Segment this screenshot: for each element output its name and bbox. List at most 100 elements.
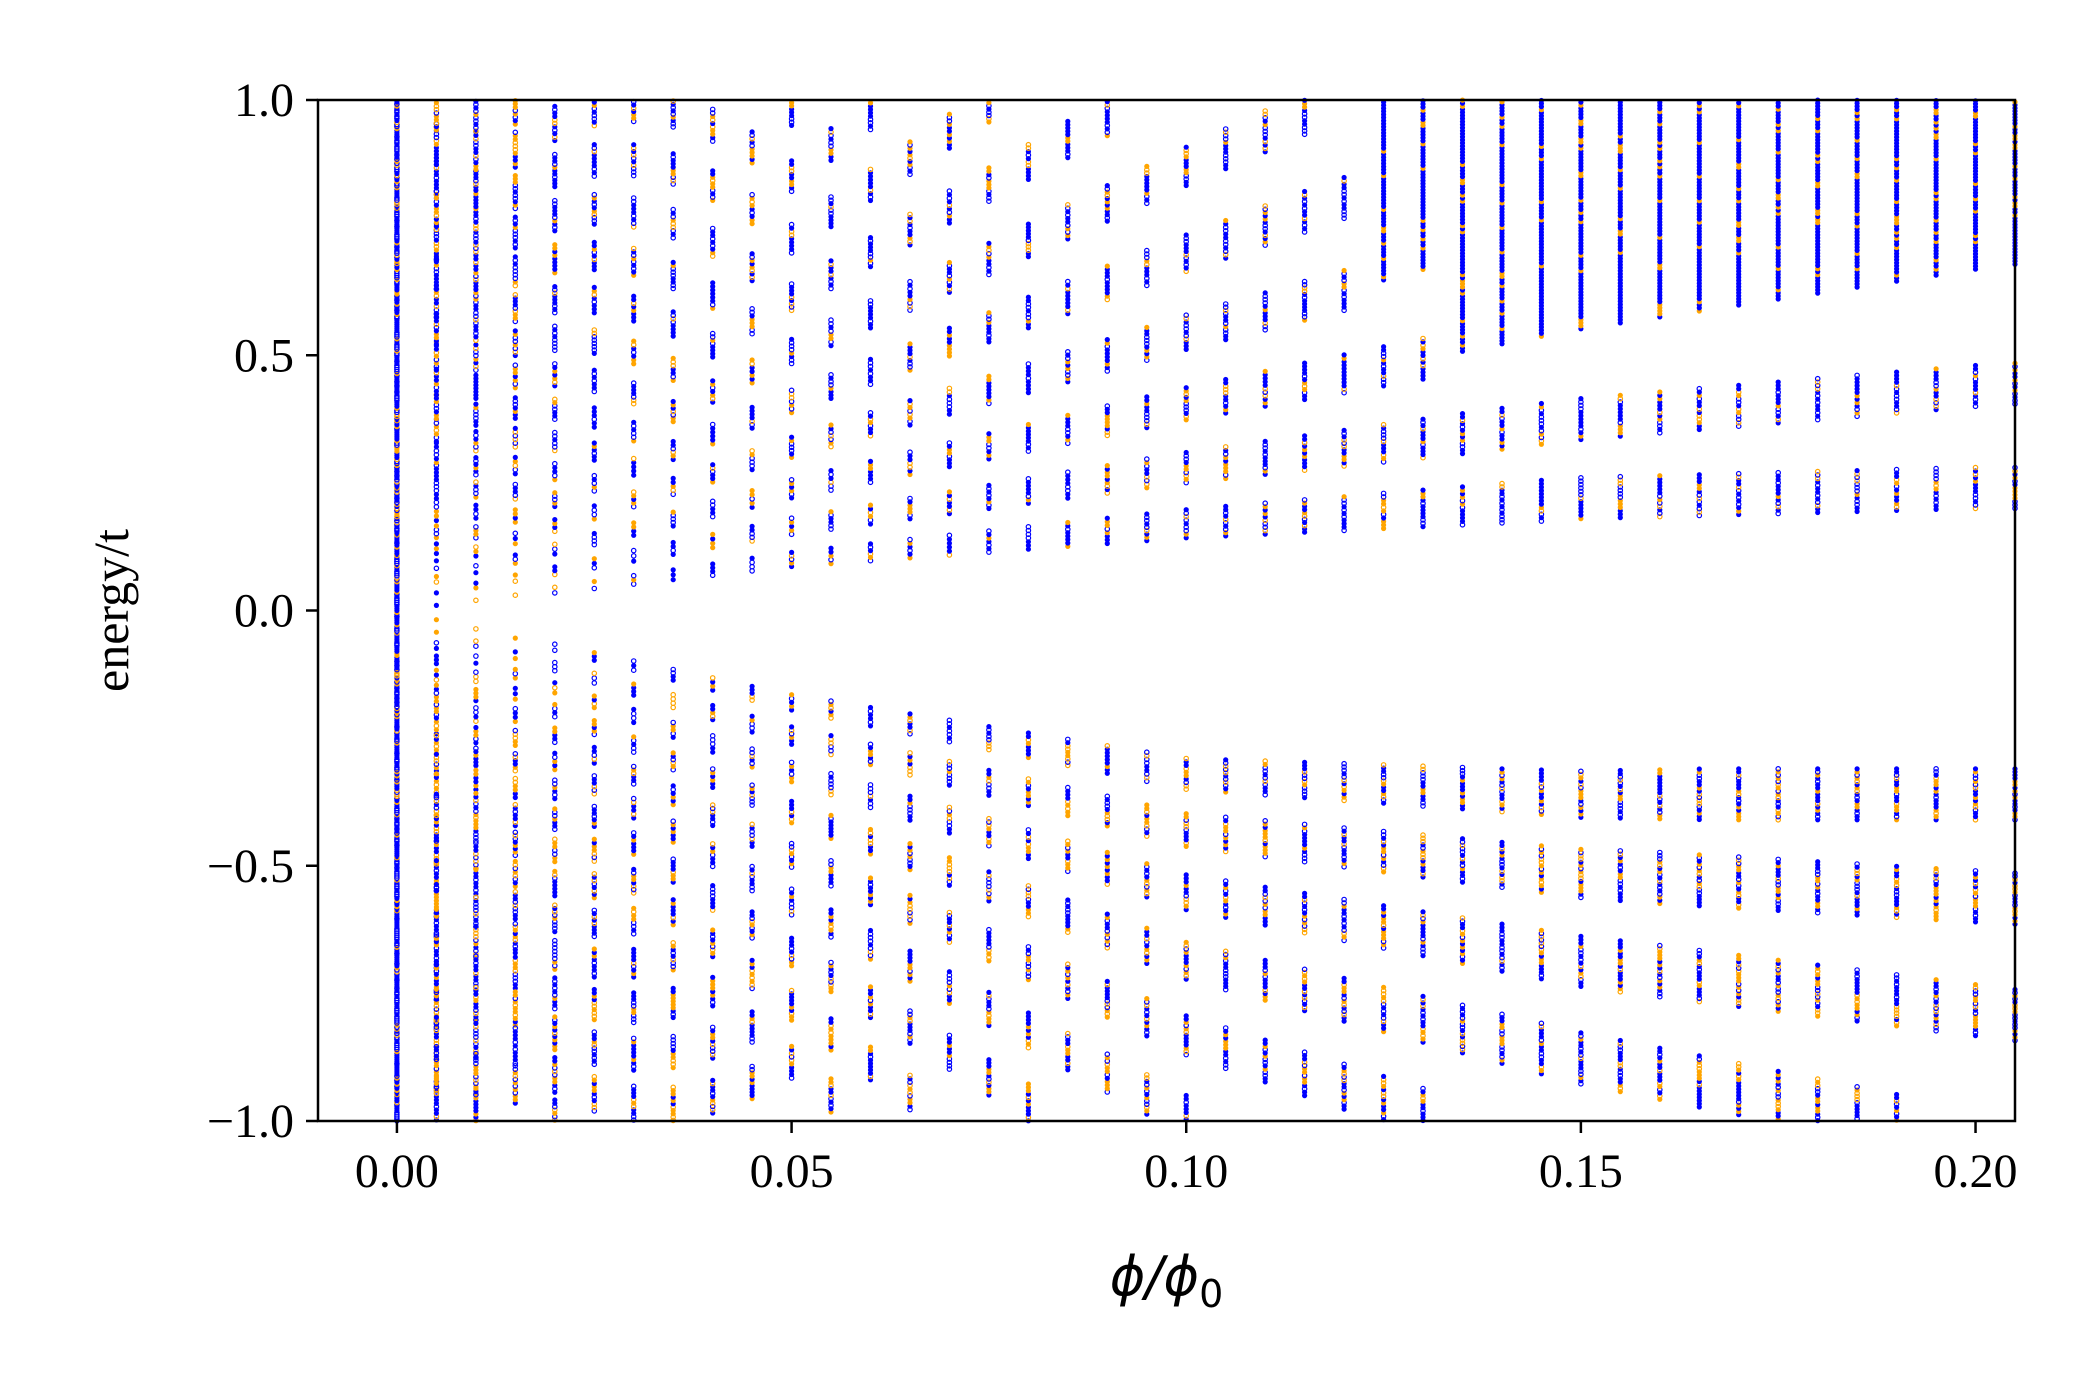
data-point [473,367,479,373]
data-point [433,134,440,141]
data-point [433,986,439,992]
data-point [512,666,518,673]
data-point [946,111,953,117]
data-point [433,535,439,541]
data-point [828,812,834,819]
data-point [1104,515,1110,521]
data-point [473,352,479,359]
data-point [591,564,598,571]
data-point [433,550,439,557]
data-point [670,259,676,265]
data-point [473,236,479,242]
data-point [1104,911,1110,917]
data-point [433,269,440,275]
data-point [433,508,439,514]
data-point [1341,975,1347,981]
data-point [512,655,518,662]
data-point [473,1034,479,1040]
data-point [433,460,439,466]
data-point [828,1016,834,1022]
data-point [473,775,479,781]
data-point [473,597,479,604]
data-point [1104,978,1110,985]
data-point [1065,118,1071,124]
data-point [433,243,440,250]
data-point [867,704,874,711]
data-point [867,502,874,508]
data-point [512,649,518,655]
data-point [473,342,479,348]
data-point [433,1006,440,1013]
data-point [1341,494,1347,500]
data-point [473,1080,479,1087]
data-point [473,524,479,530]
data-point [749,357,755,363]
data-point [631,706,637,712]
data-point [473,794,479,800]
data-point [1183,507,1189,513]
data-point [433,667,439,673]
data-point [552,750,558,756]
data-point [1223,757,1229,763]
data-point [789,549,795,556]
data-point [907,841,913,847]
data-point [1262,884,1268,890]
data-point [551,641,558,648]
data-point [986,240,992,246]
data-point [552,725,558,731]
data-point [473,494,479,500]
data-point [473,313,479,320]
data-point [473,732,479,738]
data-point [473,360,479,366]
data-point [473,531,479,537]
data-point [473,316,479,323]
data-point [473,455,479,461]
data-point [1065,412,1071,418]
data-point [473,678,479,685]
data-point [1104,463,1110,469]
data-point [1183,1092,1189,1099]
data-point [473,984,479,991]
data-point [670,577,676,583]
data-point [473,858,479,865]
data-point [512,705,519,712]
data-point [1104,337,1110,343]
data-point [749,523,755,529]
data-point [670,567,676,573]
data-point [433,110,440,116]
data-point [1025,1081,1031,1087]
data-point [749,957,755,963]
data-point [591,670,598,677]
data-point [867,826,874,833]
data-point [473,834,479,841]
data-point [749,683,755,689]
data-point [473,669,479,676]
data-point [433,405,440,412]
data-point [907,948,913,954]
data-point [552,242,558,248]
data-point [473,867,479,873]
data-point [473,673,479,680]
data-point [433,381,439,387]
data-point [473,653,479,659]
data-point [1223,217,1229,224]
data-point [1381,1073,1387,1079]
data-point [473,904,479,911]
data-point [630,715,637,721]
data-point [552,690,558,696]
data-point [986,482,992,488]
data-point [433,590,439,596]
data-point [630,667,637,674]
data-point [946,855,953,861]
data-point [512,173,518,179]
data-point [473,694,479,700]
data-point [789,724,795,730]
data-point [710,462,716,468]
data-point [433,504,440,510]
data-point [512,425,518,431]
data-point [631,866,637,873]
data-point [433,677,440,683]
data-point [1183,939,1189,945]
data-point [670,151,676,157]
